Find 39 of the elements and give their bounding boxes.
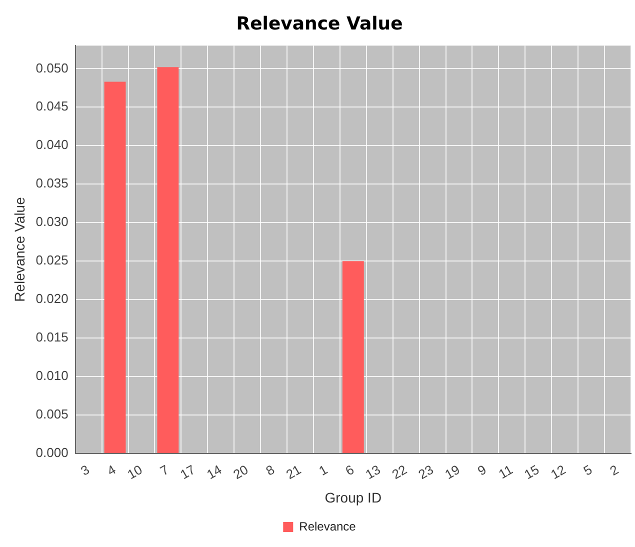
legend-label: Relevance xyxy=(299,519,356,534)
x-tick-label: 6 xyxy=(342,462,356,479)
x-tick-label: 21 xyxy=(284,462,304,482)
x-tick-label: 1 xyxy=(316,462,330,479)
bar xyxy=(342,261,364,453)
y-tick-label: 0.030 xyxy=(36,214,68,230)
y-tick-label: 0.035 xyxy=(36,176,68,191)
x-tick-label: 4 xyxy=(104,462,118,479)
y-tick-label: 0.050 xyxy=(36,60,68,76)
x-tick-label: 10 xyxy=(124,462,145,482)
x-tick-label: 7 xyxy=(157,462,172,479)
y-tick-label: 0.025 xyxy=(36,252,68,268)
x-tick-label: 3 xyxy=(78,462,92,479)
x-tick-label: 2 xyxy=(607,462,622,479)
bar xyxy=(157,67,179,453)
bar xyxy=(104,82,126,453)
x-tick-label: 15 xyxy=(522,462,542,482)
x-tick-label: 17 xyxy=(178,462,198,482)
chart-title: Relevance Value xyxy=(236,13,403,34)
y-tick-label: 0.010 xyxy=(36,368,68,384)
x-tick-label: 8 xyxy=(263,462,278,479)
y-tick-label: 0.020 xyxy=(36,291,68,306)
x-tick-label: 14 xyxy=(204,462,224,482)
x-tick-label: 20 xyxy=(230,462,251,482)
x-tick-label: 13 xyxy=(362,462,383,482)
y-tick-label: 0.040 xyxy=(36,137,68,152)
y-tick-label: 0.045 xyxy=(36,98,68,114)
x-tick-label: 5 xyxy=(580,462,595,479)
x-tick-label: 9 xyxy=(474,462,489,479)
y-tick-label: 0.000 xyxy=(36,445,68,460)
y-tick-label: 0.005 xyxy=(36,406,68,422)
y-tick-label: 0.015 xyxy=(36,330,68,345)
x-tick-label: 19 xyxy=(442,462,462,482)
x-axis-title: Group ID xyxy=(324,489,382,506)
x-tick-label: 22 xyxy=(389,462,410,482)
y-axis-title: Relevance Value xyxy=(11,196,28,302)
x-tick-label: 23 xyxy=(416,462,436,482)
x-tick-label: 12 xyxy=(548,462,568,482)
x-tick-label: 11 xyxy=(496,462,516,482)
